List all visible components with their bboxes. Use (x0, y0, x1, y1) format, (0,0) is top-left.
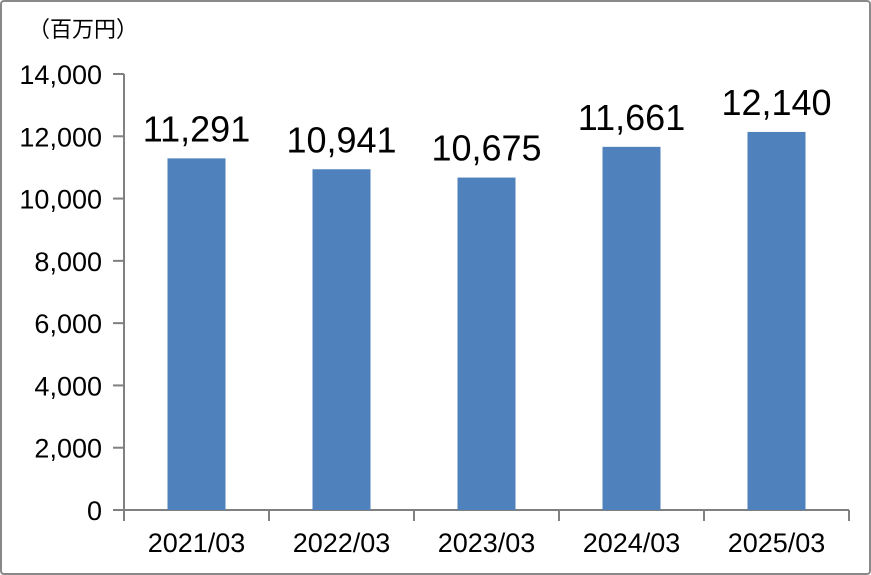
y-tick-label: 12,000 (19, 122, 102, 152)
x-axis-label: 2021/03 (148, 528, 246, 558)
y-tick-label: 14,000 (19, 60, 102, 90)
bar (312, 169, 371, 511)
bar (747, 131, 806, 510)
y-tick-label: 2,000 (34, 434, 102, 464)
bar (167, 158, 226, 510)
x-axis-label: 2024/03 (583, 528, 681, 558)
y-tick-label: 0 (87, 496, 102, 526)
y-tick-label: 10,000 (19, 185, 102, 215)
bar-value-label: 10,675 (431, 128, 541, 169)
bar (602, 146, 661, 510)
bar-value-label: 12,140 (721, 82, 831, 123)
y-tick-label: 4,000 (34, 371, 102, 401)
y-tick-label: 8,000 (34, 247, 102, 277)
x-axis-label: 2025/03 (728, 528, 826, 558)
bar-value-label: 10,941 (286, 119, 396, 160)
y-tick-label: 6,000 (34, 309, 102, 339)
bar-value-label: 11,661 (578, 97, 685, 138)
y-axis-unit-label: （百万円） (28, 17, 139, 42)
bar (457, 177, 516, 511)
x-axis-label: 2023/03 (438, 528, 536, 558)
bar-value-label: 11,291 (143, 108, 250, 149)
x-axis-label: 2022/03 (293, 528, 391, 558)
